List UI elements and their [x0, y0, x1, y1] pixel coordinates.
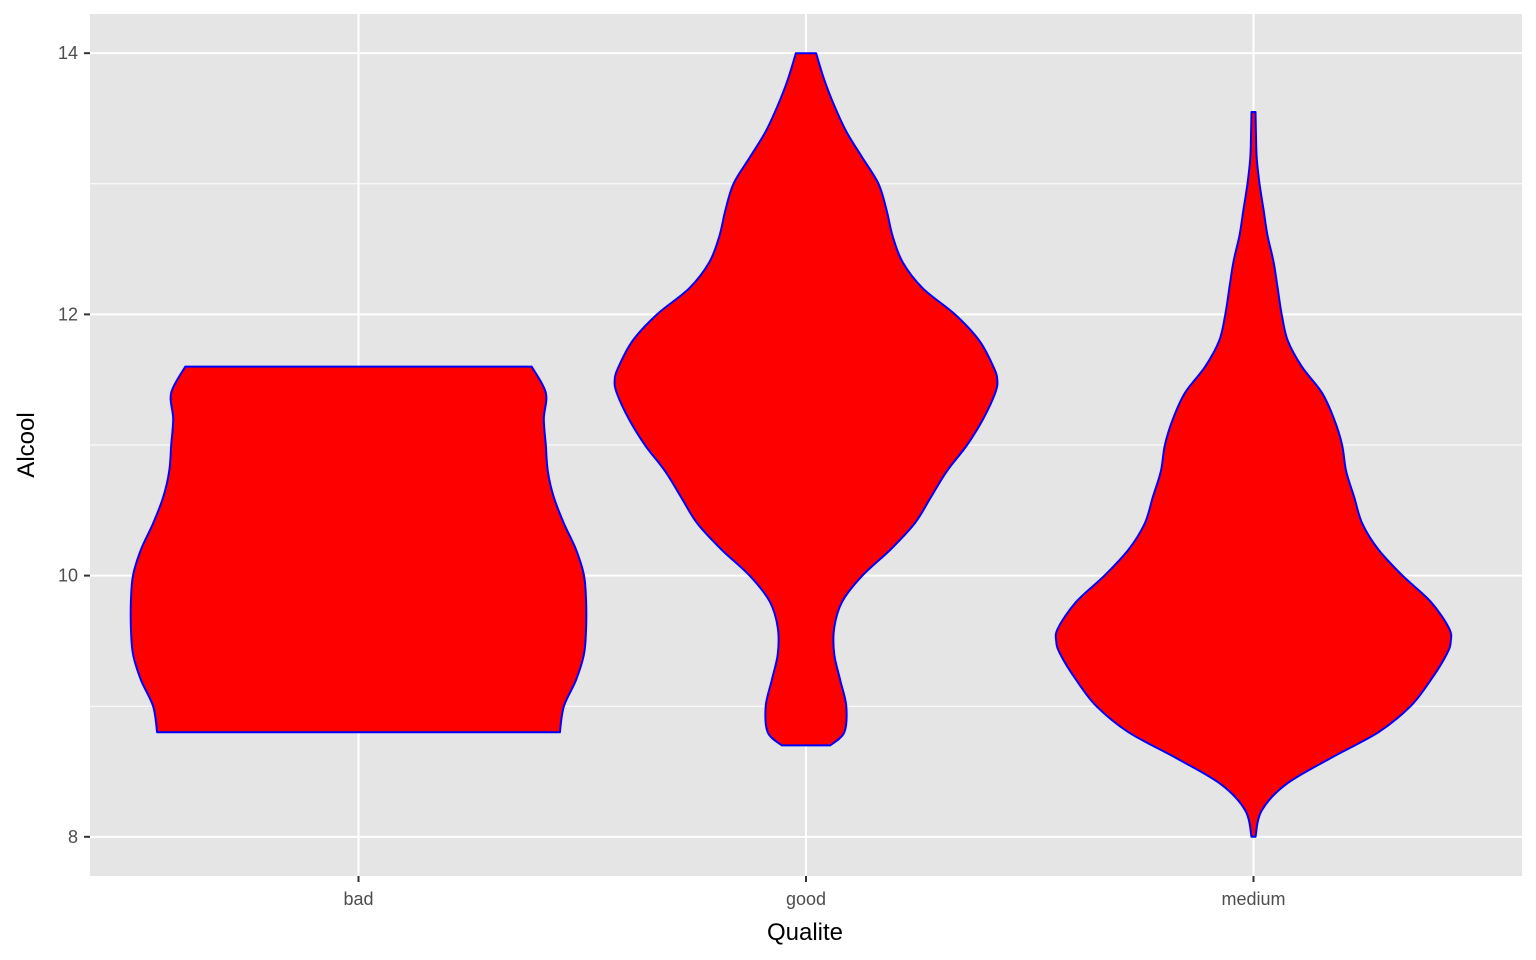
violins [129, 52, 1453, 838]
x-tick-label: good [786, 889, 826, 909]
x-axis-title: Qualite [767, 919, 843, 946]
y-tick-label: 14 [58, 43, 78, 63]
x-tick-label: bad [343, 889, 373, 909]
y-axis: 8 10 12 14 [58, 43, 90, 847]
violin-bad [129, 365, 588, 734]
violin-medium [1054, 111, 1453, 838]
violin-good [613, 52, 999, 747]
y-tick-label: 8 [68, 827, 78, 847]
y-tick-label: 12 [58, 304, 78, 324]
x-axis: bad good medium [343, 876, 1286, 909]
y-axis-title: Alcool [13, 412, 40, 477]
y-tick-label: 10 [58, 566, 78, 586]
x-tick-label: medium [1221, 889, 1285, 909]
